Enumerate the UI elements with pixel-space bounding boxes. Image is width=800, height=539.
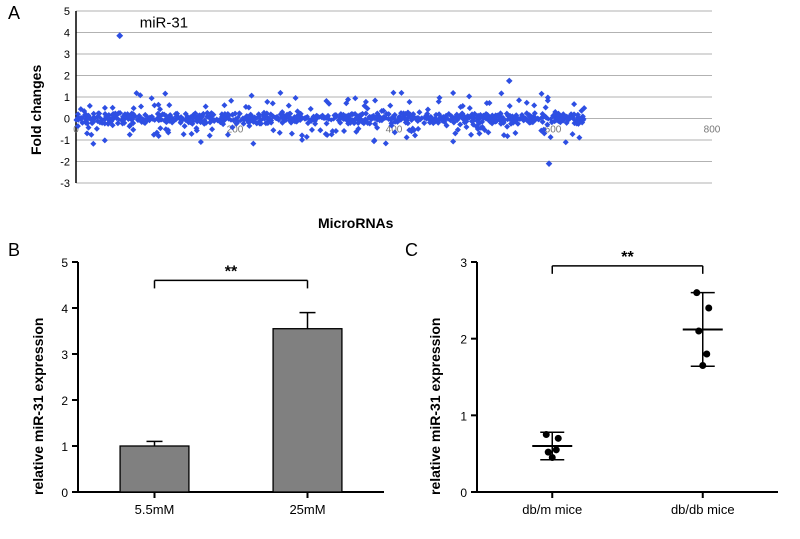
svg-text:0: 0 bbox=[64, 114, 70, 126]
svg-text:5: 5 bbox=[61, 256, 68, 270]
svg-text:**: ** bbox=[225, 263, 238, 280]
svg-text:db/m mice: db/m mice bbox=[522, 502, 582, 517]
panel-b-chart: 0 1 2 3 4 5 5.5mM 25mM ** bbox=[44, 248, 394, 528]
panel-c-ylabel: relative miR-31 expression bbox=[427, 318, 443, 495]
svg-text:1: 1 bbox=[64, 92, 70, 104]
svg-text:4: 4 bbox=[61, 302, 68, 316]
svg-text:2: 2 bbox=[61, 394, 68, 408]
svg-text:4: 4 bbox=[64, 28, 70, 40]
svg-text:-2: -2 bbox=[60, 157, 70, 169]
svg-text:0: 0 bbox=[460, 486, 467, 500]
svg-text:2: 2 bbox=[64, 71, 70, 83]
svg-text:3: 3 bbox=[64, 49, 70, 61]
panel-c: C relative miR-31 expression 0 1 2 3 db/m mi… bbox=[405, 240, 793, 532]
svg-text:0: 0 bbox=[61, 486, 68, 500]
svg-text:1: 1 bbox=[460, 409, 467, 423]
svg-text:2: 2 bbox=[460, 333, 467, 347]
svg-text:miR-31: miR-31 bbox=[140, 15, 188, 32]
svg-text:db/db mice: db/db mice bbox=[671, 502, 735, 517]
svg-text:-3: -3 bbox=[60, 178, 70, 190]
panel-b-label: B bbox=[8, 240, 20, 261]
panel-a-label: A bbox=[8, 3, 20, 24]
panel-a-chart: -3-2-10123450200400600800miR-31 bbox=[42, 5, 722, 213]
svg-text:3: 3 bbox=[460, 256, 467, 270]
svg-text:1: 1 bbox=[61, 440, 68, 454]
svg-text:**: ** bbox=[621, 249, 634, 266]
svg-text:5: 5 bbox=[64, 6, 70, 18]
svg-text:5.5mM: 5.5mM bbox=[135, 502, 175, 517]
panel-a-xlabel: MicroRNAs bbox=[318, 215, 393, 231]
panel-c-label: C bbox=[405, 240, 418, 261]
svg-text:800: 800 bbox=[704, 125, 721, 136]
panel-b: B relative miR-31 expression 0123455.5mM… bbox=[8, 240, 398, 532]
svg-text:-1: -1 bbox=[60, 135, 70, 147]
svg-text:3: 3 bbox=[61, 348, 68, 362]
panel-a: A Fold changes -3-2-10123450200400600800… bbox=[8, 3, 728, 233]
panel-c-chart: 0 1 2 3 db/m mice db/db mice ** bbox=[443, 248, 788, 528]
svg-text:25mM: 25mM bbox=[289, 502, 325, 517]
